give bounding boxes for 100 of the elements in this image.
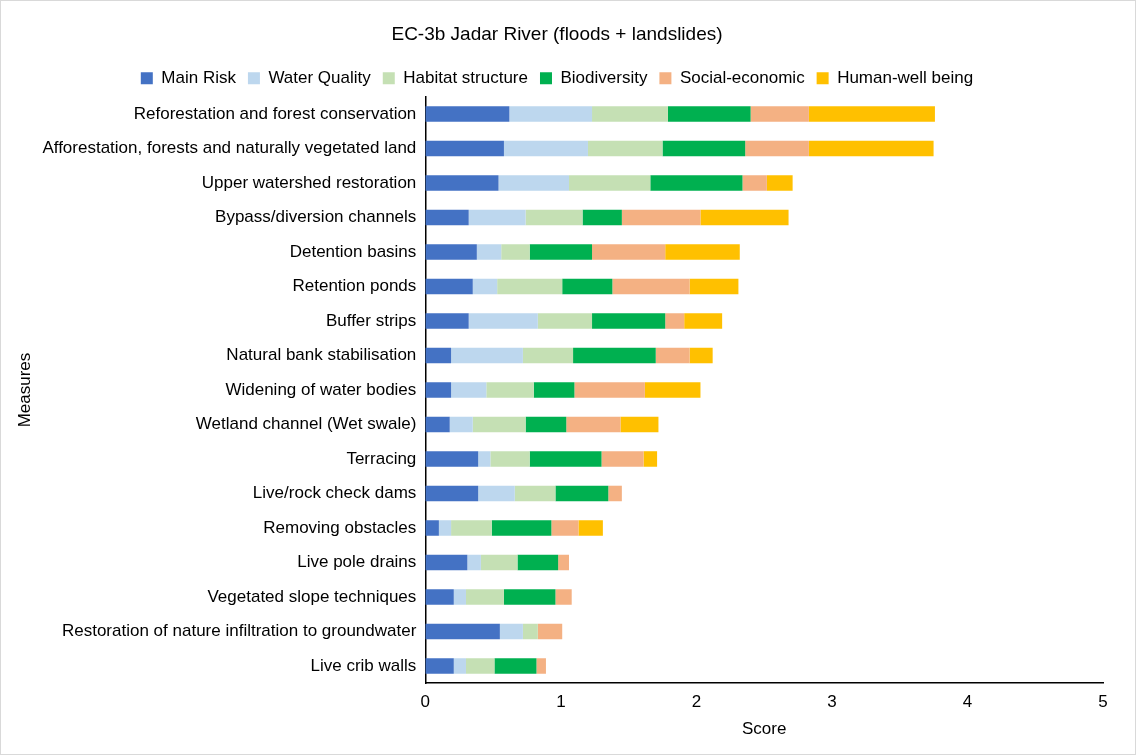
bar — [700, 209, 789, 226]
bar — [665, 313, 685, 329]
bar — [643, 451, 658, 467]
y-tick-label: Widening of water bodies — [225, 379, 417, 399]
y-tick-label: Terracing — [346, 448, 417, 468]
bar — [573, 347, 656, 364]
bar — [555, 485, 609, 502]
bar — [453, 589, 466, 605]
bar — [501, 244, 530, 260]
bar — [592, 244, 666, 260]
bar — [766, 175, 793, 191]
bar — [684, 313, 723, 329]
y-tick-label: Detention basins — [289, 241, 417, 261]
bar — [425, 658, 454, 674]
bar — [425, 244, 477, 260]
bar — [425, 140, 504, 157]
bar — [621, 209, 701, 226]
bar — [808, 106, 935, 122]
y-axis-title: Measures — [14, 352, 34, 428]
bar — [453, 658, 466, 674]
bar — [503, 140, 588, 157]
chart-title: EC-3b Jadar River (floods + landslides) — [391, 22, 723, 44]
bar — [486, 382, 534, 398]
bar — [742, 175, 767, 191]
bar — [425, 520, 439, 536]
bar — [472, 416, 526, 433]
legend-label: Water Quality — [268, 67, 372, 87]
bar — [533, 382, 575, 398]
legend-label: Main Risk — [161, 67, 237, 87]
bar — [522, 623, 538, 640]
y-tick-label: Buffer strips — [325, 310, 417, 330]
bar — [555, 589, 572, 605]
bar — [689, 278, 739, 295]
bar — [451, 382, 487, 398]
x-axis-title: Score — [741, 719, 787, 739]
bar — [490, 451, 530, 467]
legend-label: Human-well being — [837, 67, 974, 87]
bar — [689, 347, 713, 364]
bar — [566, 416, 621, 433]
legend-label: Social-economic — [679, 67, 806, 87]
bar — [667, 106, 751, 122]
bar — [525, 209, 583, 226]
bar — [425, 485, 479, 502]
legend-label: Habitat structure — [403, 67, 529, 87]
y-tick-label: Vegetated slope techniques — [207, 586, 417, 606]
bar — [478, 485, 515, 502]
bar — [425, 416, 450, 433]
y-tick-label: Wetland channel (Wet swale) — [195, 414, 417, 434]
x-tick-label: 1 — [556, 692, 566, 712]
bar — [497, 278, 563, 295]
bar — [494, 658, 537, 674]
bar — [465, 658, 495, 674]
bar — [650, 175, 743, 191]
y-tick-label: Live pole drains — [297, 552, 417, 572]
bar — [498, 175, 569, 191]
y-tick-label: Upper watershed restoration — [201, 172, 417, 192]
bar — [438, 520, 452, 536]
y-tick-label: Bypass/diversion channels — [215, 207, 417, 227]
bar — [525, 416, 567, 433]
bar — [592, 313, 666, 329]
bar — [568, 175, 651, 191]
bar — [601, 451, 644, 467]
bar — [425, 106, 510, 122]
x-tick-label: 2 — [691, 692, 702, 712]
bar — [425, 278, 473, 295]
bar — [537, 623, 563, 640]
bar — [425, 451, 479, 467]
bar — [451, 520, 492, 536]
bar — [451, 347, 523, 364]
y-tick-label: Reforestation and forest conservation — [133, 103, 417, 123]
bar — [522, 347, 574, 364]
legend-label: Biodiversity — [560, 67, 648, 87]
bar — [582, 209, 622, 226]
bar — [425, 554, 468, 571]
bar — [529, 451, 602, 467]
bar — [537, 313, 593, 329]
bar — [551, 520, 579, 536]
x-tick-label: 0 — [420, 692, 431, 712]
bar — [491, 520, 552, 536]
bar — [425, 382, 452, 398]
y-tick-label: Live/rock check dams — [252, 483, 417, 503]
bar — [425, 623, 500, 640]
bar — [467, 554, 481, 571]
bar — [465, 589, 504, 605]
bar — [449, 416, 473, 433]
bar — [750, 106, 809, 122]
x-tick-label: 5 — [1098, 692, 1108, 712]
bar — [808, 140, 934, 157]
bar — [662, 140, 746, 157]
bar — [425, 175, 499, 191]
y-tick-label: Restoration of nature infiltration to groundwater — [61, 621, 417, 641]
bar — [472, 278, 498, 295]
bar — [536, 658, 546, 674]
bar — [620, 416, 659, 433]
bar — [425, 347, 452, 364]
bar — [612, 278, 690, 295]
bar — [558, 554, 569, 571]
bar — [529, 244, 593, 260]
bar — [514, 485, 556, 502]
bar — [562, 278, 613, 295]
